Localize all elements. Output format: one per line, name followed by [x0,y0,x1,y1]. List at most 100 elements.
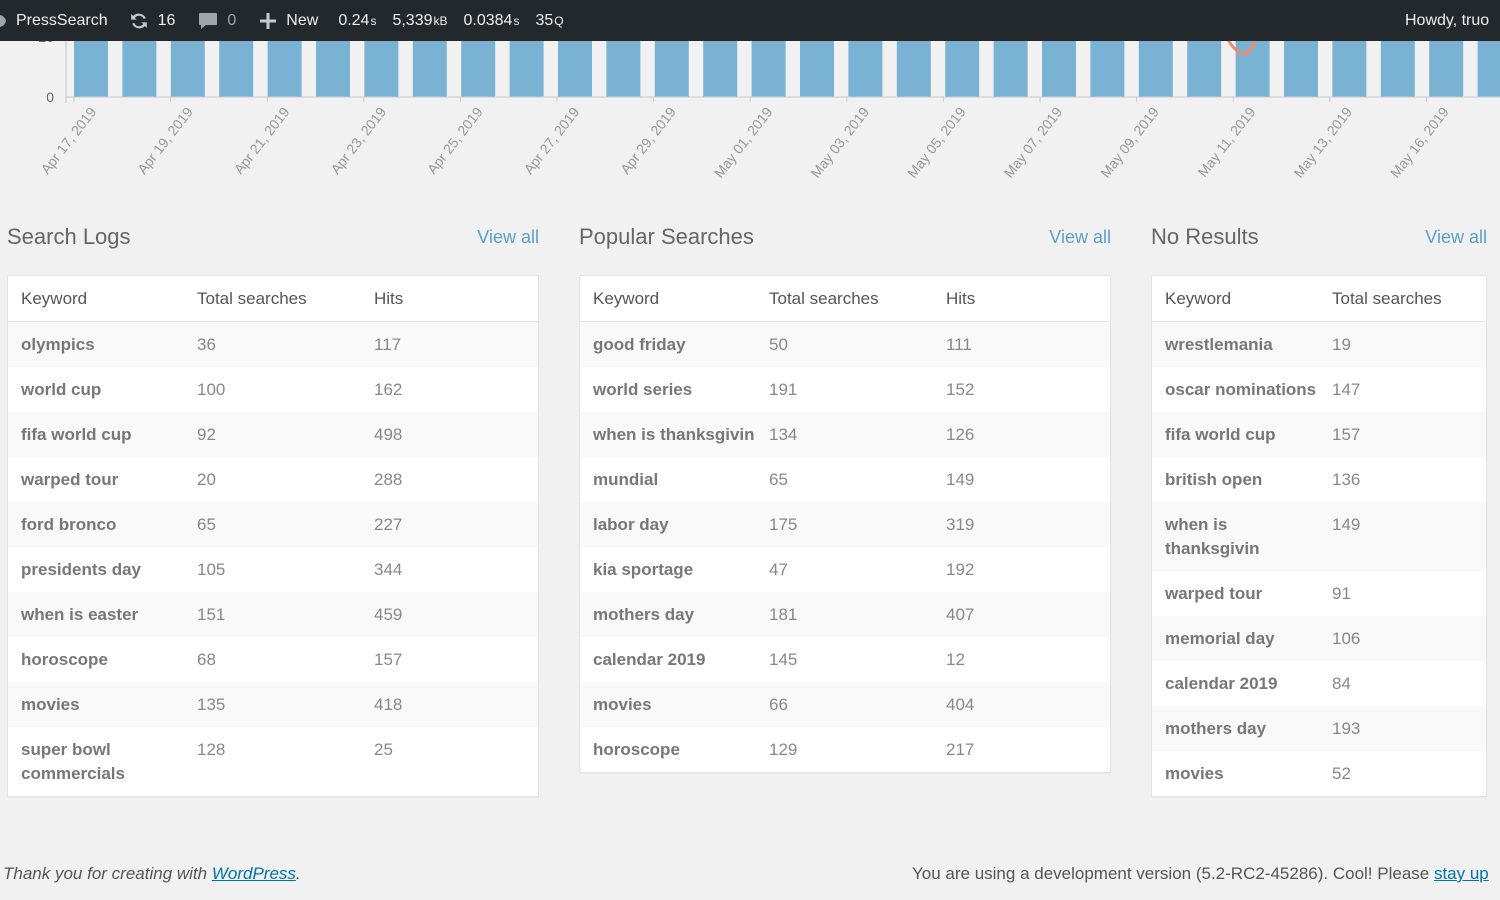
table-row: memorial day 106 [1152,615,1486,661]
comments-menu[interactable]: 0 [197,0,236,41]
table-row: when is thanksgivin 149 [1152,501,1486,571]
table-row: mothers day 193 [1152,705,1486,751]
hits-cell: 25 [374,739,393,759]
total-searches-cell: 145 [769,649,798,669]
keyword-cell: horoscope [21,649,108,669]
total-searches-cell: 129 [769,739,798,759]
total-searches-cell: 105 [197,559,226,579]
query-time-stat[interactable]: 0.0384 s [464,0,520,41]
no-results-table: Keyword Total searches wrestlemania 19 oscar… [1151,275,1487,797]
footer-thankyou-end: . [295,864,301,883]
hits-cell: 111 [946,334,972,354]
x-tick-label: May 05, 2019 [904,104,969,181]
x-tick-label: May 16, 2019 [1387,104,1452,181]
table-row: oscar nominations 147 [1152,366,1486,412]
footer-thankyou-text: Thank you for creating with [3,864,212,883]
refresh-icon [130,13,147,28]
keyword-cell: warped tour [21,469,119,489]
updates-count: 16 [157,11,176,29]
table-row: world series 191 152 [580,366,1110,412]
column-header: Total searches [184,276,361,322]
table-row: kia sportage 47 192 [580,546,1110,592]
hits-cell: 344 [374,559,403,579]
hits-cell: 459 [374,604,403,624]
keyword-cell: memorial day [1165,628,1275,648]
column-header: Hits [933,276,1110,322]
total-searches-cell: 193 [1332,718,1361,738]
keyword-cell: world series [593,379,693,399]
table-header-row: Keyword Total searches Hits [8,276,538,322]
keyword-cell: oscar nominations [1165,379,1317,399]
total-searches-cell: 66 [769,694,788,714]
total-searches-cell: 91 [1332,583,1351,603]
query-time-value: 0.0384 [463,11,513,29]
keyword-cell: when is easter [21,604,139,624]
table-row: olympics 36 117 [8,321,538,367]
new-label: New [286,11,319,29]
hits-cell: 217 [946,739,975,759]
x-tick-label: May 01, 2019 [711,104,776,181]
keyword-cell: movies [1165,763,1224,783]
queries-unit: Q [554,13,564,28]
table-row: horoscope 68 157 [8,636,538,682]
site-name: PressSearch [16,11,108,29]
view-all-link[interactable]: View all [1049,227,1111,247]
queries-stat[interactable]: 35 Q [535,0,563,41]
view-all-link[interactable]: View all [1425,227,1487,247]
popular-searches-table: Keyword Total searches Hits good friday 50 11… [579,275,1111,773]
x-tick-label: May 03, 2019 [807,104,872,181]
account-menu[interactable]: Howdy, truo [1405,0,1489,41]
x-tick-label: Apr 29, 2019 [617,104,679,177]
total-searches-cell: 68 [197,649,216,669]
total-searches-cell: 136 [1332,469,1361,489]
memory-stat[interactable]: 5,339 kB [392,0,447,41]
panel-title: Search Logs [7,224,131,249]
column-header: Keyword [1152,276,1319,322]
table-row: warped tour 91 [1152,570,1486,616]
keyword-cell: kia sportage [593,559,694,579]
page-time-stat[interactable]: 0.24 s [338,0,376,41]
table-header-row: Keyword Total searches Hits [580,276,1110,322]
total-searches-cell: 181 [769,604,798,624]
table-row: mothers day 181 407 [580,591,1110,637]
keyword-cell: when is thanksgivin [1165,514,1260,558]
updates-menu[interactable]: 16 [128,0,176,41]
queries-value: 35 [535,11,554,29]
search-logs-panel: Search Logs View all Keyword Total search… [7,220,539,797]
table-row: good friday 50 111 [580,321,1110,367]
wordpress-link[interactable]: WordPress [211,864,296,883]
table-row: horoscope 129 217 [580,726,1110,772]
table-row: when is easter 151 459 [8,591,538,637]
page-time-unit: s [370,13,377,28]
memory-value: 5,339 [392,11,433,29]
hits-cell: 152 [946,379,975,399]
table-row: labor day 175 319 [580,501,1110,547]
x-tick-label: Apr 23, 2019 [327,104,389,177]
stay-updated-link[interactable]: stay up [1433,864,1489,883]
series-line [1224,35,1258,56]
panel-title: No Results [1151,224,1259,249]
x-tick-label: May 09, 2019 [1097,104,1162,181]
site-name-menu[interactable]: PressSearch [0,0,108,41]
keyword-cell: fifa world cup [21,424,132,444]
x-tick-label: Apr 19, 2019 [134,104,196,177]
keyword-cell: wrestlemania [1165,334,1273,354]
memory-unit: kB [433,13,448,28]
total-searches-cell: 151 [197,604,226,624]
footer-version-text: You are using a development version (5.2… [912,864,1434,883]
comment-icon [199,12,218,29]
new-content-menu[interactable]: New [258,0,318,41]
total-searches-cell: 134 [769,424,798,444]
total-searches-cell: 52 [1332,763,1351,783]
total-searches-cell: 19 [1332,334,1351,354]
hits-cell: 157 [374,649,403,669]
keyword-cell: world cup [21,379,102,399]
column-header: Hits [361,276,538,322]
keyword-cell: warped tour [1165,583,1263,603]
view-all-link[interactable]: View all [477,227,539,247]
total-searches-cell: 149 [1332,514,1361,534]
keyword-cell: olympics [21,334,95,354]
total-searches-cell: 36 [197,334,216,354]
table-row: super bowl commercials 128 25 [8,726,538,796]
